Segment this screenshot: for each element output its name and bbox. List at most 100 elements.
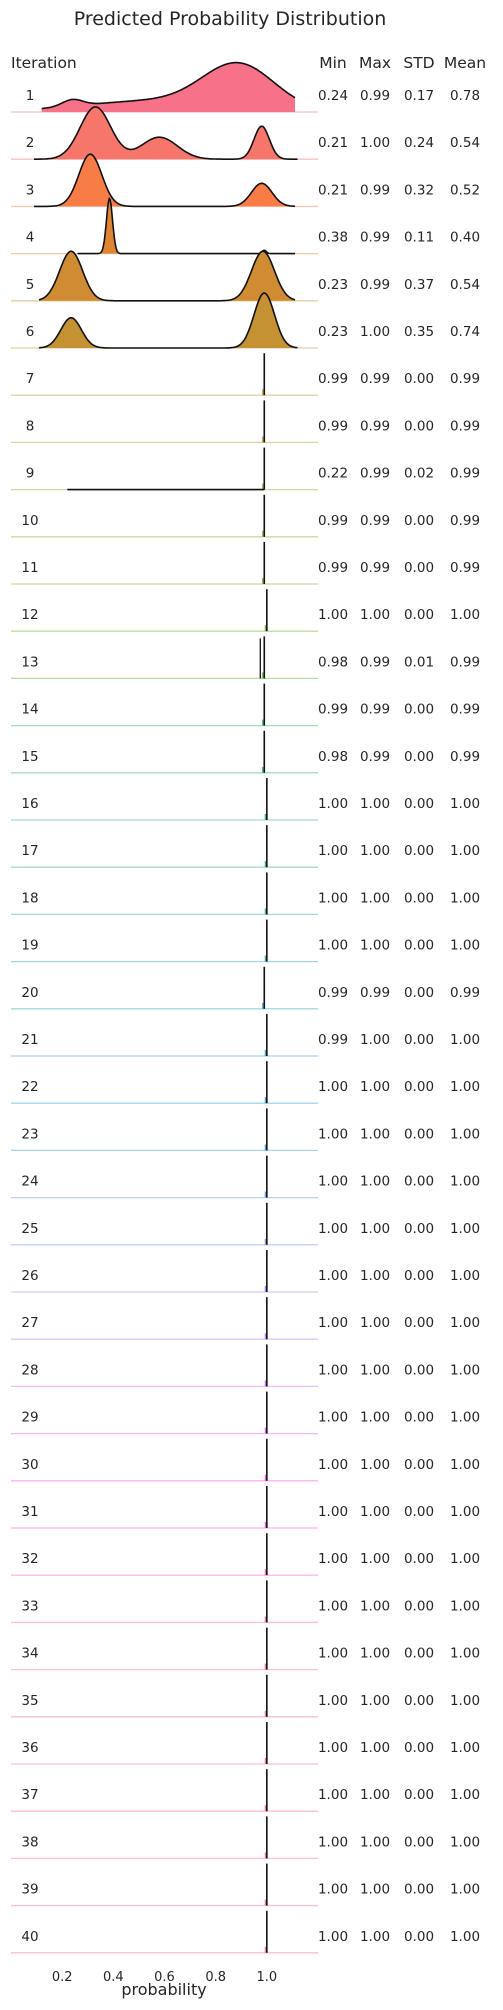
ridge-density-fill [39,293,298,348]
stat-max: 1.00 [360,607,390,623]
stat-std: 0.00 [404,1787,434,1803]
stat-min: 0.99 [318,418,348,434]
stat-std: 0.00 [404,843,434,859]
stat-max: 1.00 [360,1315,390,1331]
iteration-label: 28 [21,1362,38,1378]
stat-mean: 1.00 [450,1598,480,1614]
stat-min: 0.98 [318,654,348,670]
iteration-label: 40 [21,1929,38,1945]
stat-header-std: STD [403,54,434,72]
stat-max: 1.00 [360,1268,390,1284]
stat-std: 0.00 [404,1032,434,1048]
stat-max: 1.00 [360,1457,390,1473]
iteration-label: 35 [21,1693,38,1709]
stat-min: 1.00 [318,796,348,812]
ridge-row-13: 13 0.98 0.99 0.01 0.99 [11,636,480,680]
iteration-label: 38 [21,1834,38,1850]
iteration-label: 29 [21,1410,38,1426]
stat-std: 0.00 [404,938,434,954]
stat-mean: 1.00 [450,1362,480,1378]
stat-max: 1.00 [360,1834,390,1850]
ridge-row-24: 24 1.00 1.00 0.00 1.00 [11,1155,480,1199]
stat-max: 0.99 [360,560,390,576]
iteration-label: 14 [21,702,38,718]
stat-max: 1.00 [360,1929,390,1945]
ridge-density-line [38,250,296,302]
stat-min: 1.00 [318,1646,348,1662]
stat-min: 0.99 [318,560,348,576]
stat-mean: 1.00 [450,1315,480,1331]
stat-max: 0.99 [360,749,390,765]
stat-min: 1.00 [318,1598,348,1614]
stat-std: 0.00 [404,1268,434,1284]
x-tick-label: 1.0 [256,1970,277,1985]
row-header: Iteration [11,54,77,72]
stat-min: 0.99 [318,1032,348,1048]
stat-min: 1.00 [318,1740,348,1756]
stat-min: 0.99 [318,702,348,718]
stat-mean: 1.00 [450,1834,480,1850]
stat-std: 0.32 [404,182,434,198]
ridge-row-20: 20 0.99 0.99 0.00 0.99 [11,966,480,1010]
stat-max: 1.00 [360,1551,390,1567]
stat-std: 0.37 [404,277,434,293]
stat-min: 1.00 [318,1693,348,1709]
stat-header-min: Min [319,54,347,72]
iteration-label: 12 [21,607,38,623]
stat-max: 1.00 [360,843,390,859]
stat-min: 0.98 [318,749,348,765]
stat-mean: 1.00 [450,938,480,954]
stat-mean: 0.99 [450,654,480,670]
stat-mean: 1.00 [450,1646,480,1662]
stat-min: 1.00 [318,1315,348,1331]
iteration-label: 26 [21,1268,38,1284]
stat-max: 0.99 [360,418,390,434]
ridge-row-10: 10 0.99 0.99 0.00 0.99 [11,494,480,538]
stat-mean: 1.00 [450,1787,480,1803]
stat-mean: 0.54 [450,277,480,293]
ridge-row-37: 37 1.00 1.00 0.00 1.00 [11,1769,480,1812]
iteration-label: 17 [21,843,38,859]
ridge-row-11: 11 0.99 0.99 0.00 0.99 [11,542,480,585]
iteration-label: 5 [26,277,35,293]
stat-max: 1.00 [360,1598,390,1614]
stat-min: 1.00 [318,1787,348,1803]
stat-min: 0.21 [318,135,348,151]
stat-mean: 0.99 [450,466,480,482]
stat-min: 1.00 [318,843,348,859]
iteration-label: 24 [21,1174,38,1190]
stat-min: 0.38 [318,230,348,246]
stat-std: 0.24 [404,135,434,151]
stat-max: 1.00 [360,796,390,812]
ridge-density-line [34,106,298,160]
stat-mean: 0.99 [450,560,480,576]
stat-min: 1.00 [318,1126,348,1142]
stat-min: 1.00 [318,1221,348,1237]
stat-max: 1.00 [360,135,390,151]
stat-std: 0.00 [404,1126,434,1142]
chart-title: Predicted Probability Distribution [74,8,387,30]
stat-std: 0.00 [404,702,434,718]
stat-std: 0.00 [404,985,434,1001]
ridge-row-6: 6 0.23 1.00 0.35 0.74 [11,292,480,349]
stat-max: 0.99 [360,230,390,246]
stat-min: 1.00 [318,1834,348,1850]
ridge-row-28: 28 1.00 1.00 0.00 1.00 [11,1344,480,1388]
stat-std: 0.00 [404,1174,434,1190]
stat-mean: 1.00 [450,1740,480,1756]
stat-min: 0.99 [318,371,348,387]
ridge-row-33: 33 1.00 1.00 0.00 1.00 [11,1580,480,1624]
ridge-row-1: 1 0.24 0.99 0.17 0.78 [11,61,480,113]
stat-mean: 1.00 [450,1174,480,1190]
x-tick-label: 0.8 [205,1970,226,1985]
stat-mean: 1.00 [450,796,480,812]
iteration-label: 8 [26,418,35,434]
iteration-label: 31 [21,1504,38,1520]
x-tick-label: 0.4 [103,1970,124,1985]
stat-max: 1.00 [360,938,390,954]
stat-min: 0.99 [318,985,348,1001]
stat-std: 0.00 [404,796,434,812]
ridge-row-25: 25 1.00 1.00 0.00 1.00 [11,1202,480,1246]
iteration-label: 15 [21,749,38,765]
iteration-label: 18 [21,890,38,906]
